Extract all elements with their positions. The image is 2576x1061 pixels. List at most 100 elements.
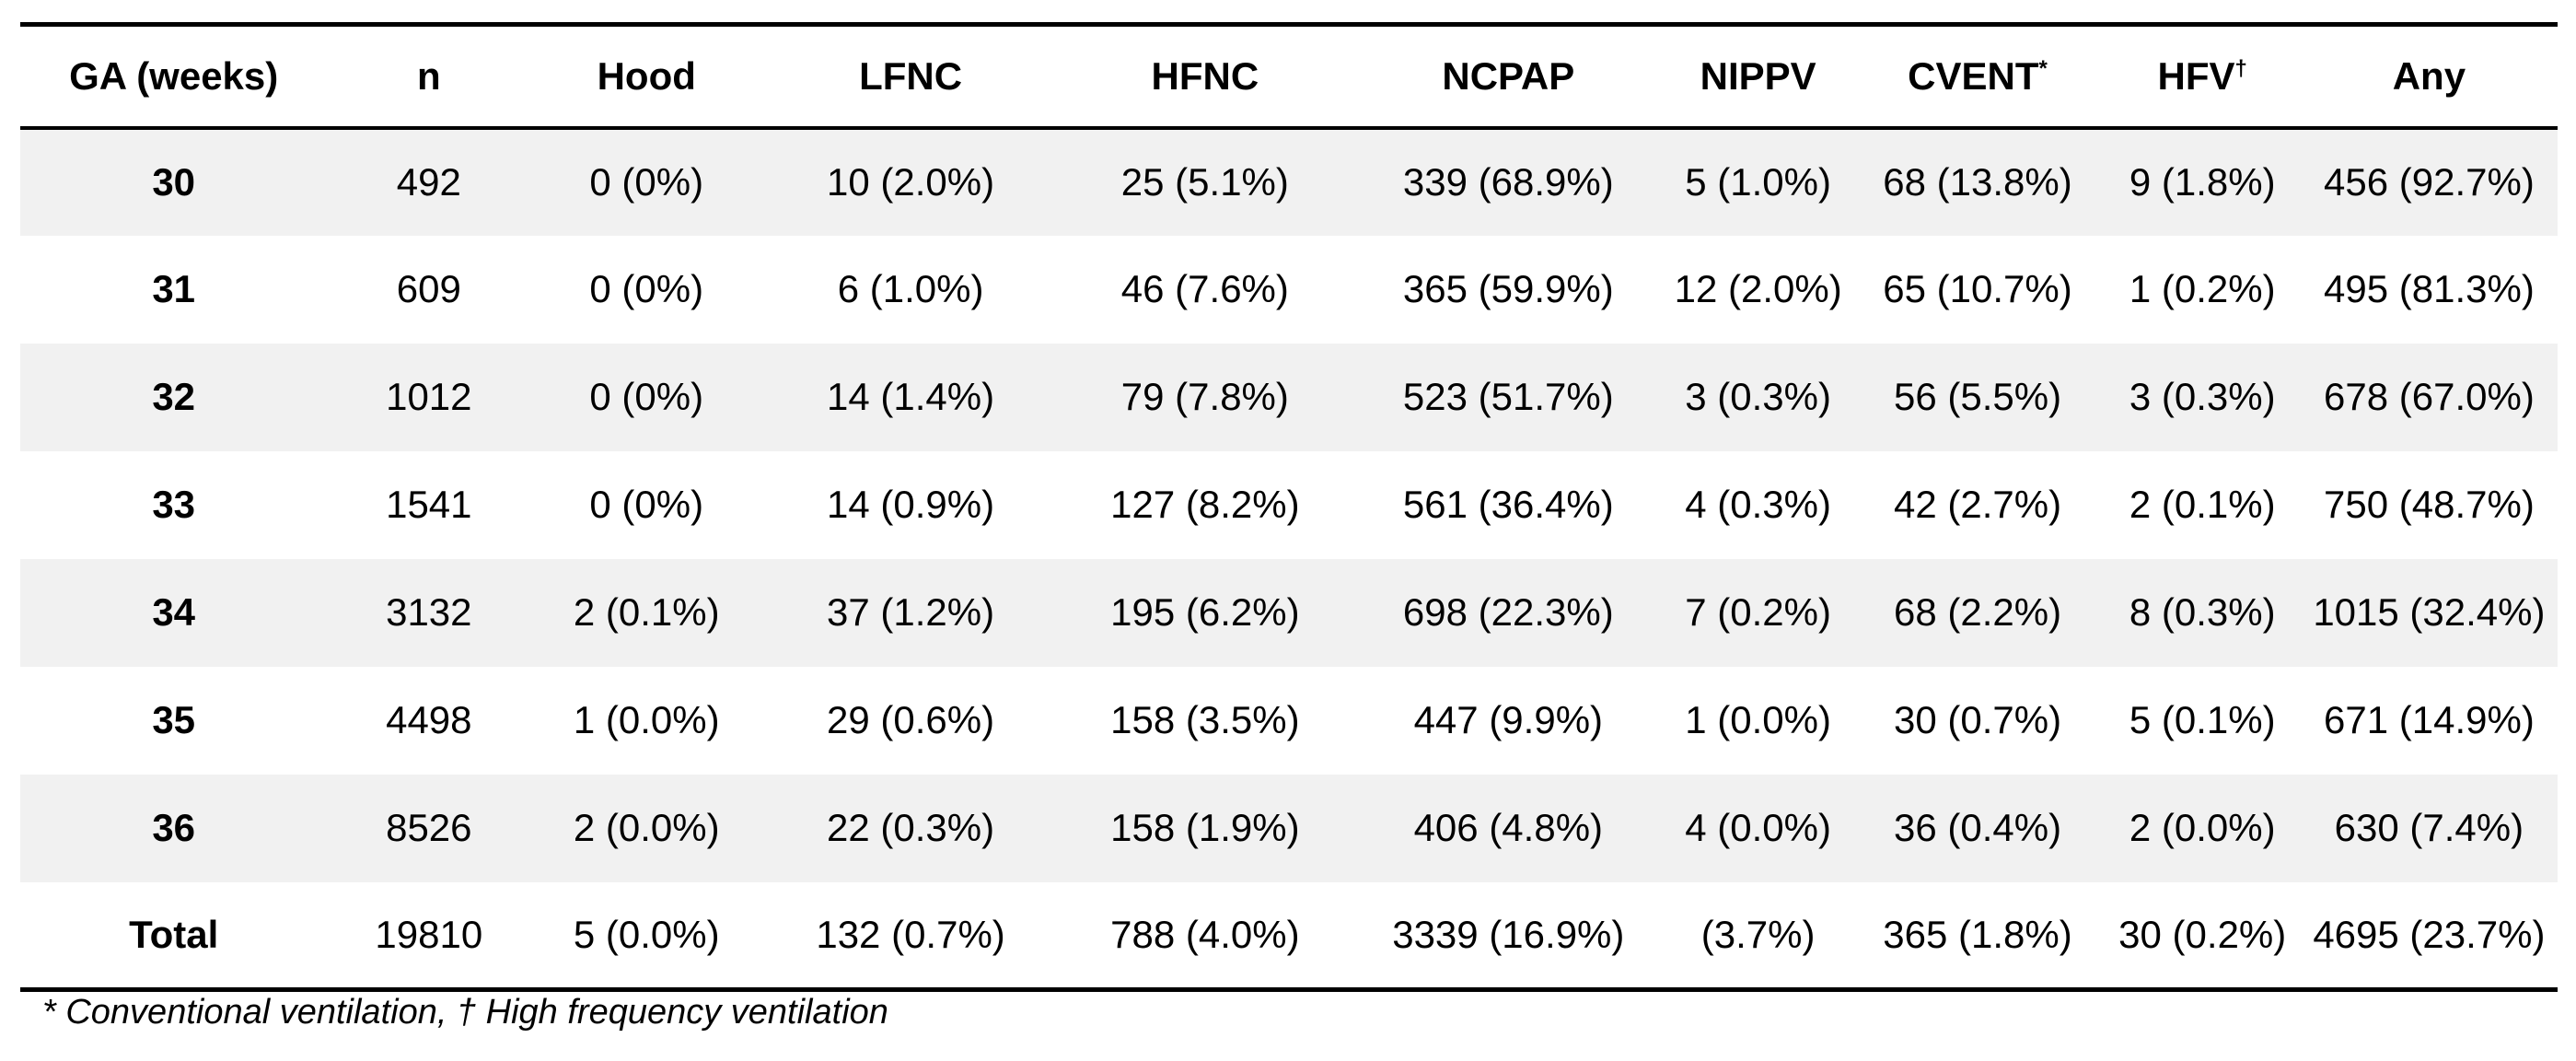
table-cell: 14 (0.9%) xyxy=(827,483,995,526)
table-cell: 79 (7.8%) xyxy=(1120,375,1289,418)
column-header-hfv: HFV† xyxy=(2105,25,2301,128)
table-cell: 158 (3.5%) xyxy=(1110,698,1300,741)
table-cell: 2 (0.1%) xyxy=(573,590,720,634)
table-row: 31 609 0 (0%) 6 (1.0%) 46 (7.6%) 365 (59.9%) 1… xyxy=(20,236,2558,344)
table-cell: 37 (1.2%) xyxy=(827,590,995,634)
table-cell: 3132 xyxy=(386,590,472,634)
header-row: GA (weeks) n Hood LFNC HFNC NCPAP NIPPV CVENT* H… xyxy=(20,24,2558,128)
column-header-hood: Hood xyxy=(530,25,762,128)
table-cell: 127 (8.2%) xyxy=(1110,483,1300,526)
table-cell: 9 (1.8%) xyxy=(2129,160,2276,204)
table-cell: 0 (0%) xyxy=(589,483,704,526)
table-cell: 1 (0.0%) xyxy=(573,698,720,741)
table-cell: 12 (2.0%) xyxy=(1674,267,1842,310)
table-cell: 8 (0.3%) xyxy=(2129,590,2276,634)
table-cell: 1 (0.2%) xyxy=(2129,267,2276,310)
column-header-lfnc: LFNC xyxy=(762,25,1059,128)
table-cell: 2 (0.1%) xyxy=(2129,483,2276,526)
table-row: 30 492 0 (0%) 10 (2.0%) 25 (5.1%) 339 (68.9%)… xyxy=(20,127,2558,236)
table-cell: 0 (0%) xyxy=(589,375,704,418)
table-row-total: Total 19810 5 (0.0%) 132 (0.7%) 788 (4.0%) 33… xyxy=(20,882,2558,990)
column-header-label: HFNC xyxy=(1151,53,1259,98)
column-header-ga-weeks: GA (weeks) xyxy=(20,25,327,128)
table-cell: 6 (1.0%) xyxy=(837,267,984,310)
table-cell: 14 (1.4%) xyxy=(827,375,995,418)
table-cell: 30 (0.2%) xyxy=(2118,912,2287,956)
column-header-nippv: NIPPV xyxy=(1665,25,1851,128)
table-cell: 65 (10.7%) xyxy=(1883,267,2072,310)
table-cell: 365 (59.9%) xyxy=(1402,267,1614,310)
table-cell: 0 (0%) xyxy=(589,267,704,310)
column-header-label: NCPAP xyxy=(1442,53,1575,98)
row-label-cell: Total xyxy=(129,912,219,956)
table-cell: 5 (1.0%) xyxy=(1685,160,1831,204)
column-header-hfnc: HFNC xyxy=(1059,25,1352,128)
table-cell: 5 (0.0%) xyxy=(573,912,720,956)
table-cell: 678 (67.0%) xyxy=(2324,375,2535,418)
table-cell: 2 (0.0%) xyxy=(573,806,720,849)
table-cell: 7 (0.2%) xyxy=(1685,590,1831,634)
table-cell: (3.7%) xyxy=(1700,912,1816,956)
column-header-label: NIPPV xyxy=(1700,53,1816,98)
table-cell: 339 (68.9%) xyxy=(1402,160,1614,204)
table-cell: 25 (5.1%) xyxy=(1120,160,1289,204)
table-cell: 132 (0.7%) xyxy=(816,912,1005,956)
table-header: GA (weeks) n Hood LFNC HFNC NCPAP NIPPV CVENT* H… xyxy=(20,24,2558,128)
row-label-cell: 33 xyxy=(152,483,196,526)
table-cell: 68 (13.8%) xyxy=(1883,160,2072,204)
data-table: GA (weeks) n Hood LFNC HFNC NCPAP NIPPV CVENT* H… xyxy=(20,22,2558,992)
table-row: 34 3132 2 (0.1%) 37 (1.2%) 195 (6.2%) 698 (22… xyxy=(20,558,2558,667)
table-cell: 158 (1.9%) xyxy=(1110,806,1300,849)
table-cell: 8526 xyxy=(386,806,472,849)
table-row: 36 8526 2 (0.0%) 22 (0.3%) 158 (1.9%) 406 (4.… xyxy=(20,774,2558,882)
table-cell: 3 (0.3%) xyxy=(2129,375,2276,418)
table-row: 33 1541 0 (0%) 14 (0.9%) 127 (8.2%) 561 (36.4… xyxy=(20,451,2558,559)
table-cell: 68 (2.2%) xyxy=(1893,590,2062,634)
column-header-label: n xyxy=(416,53,441,98)
table-cell: 19810 xyxy=(375,912,483,956)
row-label-cell: 32 xyxy=(152,375,196,418)
column-header-label: Hood xyxy=(597,53,696,98)
table-cell: 561 (36.4%) xyxy=(1402,483,1614,526)
table-cell: 1012 xyxy=(386,375,472,418)
column-header-label: CVENT xyxy=(1908,53,2039,98)
table-cell: 492 xyxy=(396,160,461,204)
row-label-cell: 31 xyxy=(152,267,196,310)
table-cell: 195 (6.2%) xyxy=(1110,590,1300,634)
table-body: 30 492 0 (0%) 10 (2.0%) 25 (5.1%) 339 (68.9%)… xyxy=(20,127,2558,990)
table-cell: 56 (5.5%) xyxy=(1893,375,2062,418)
table-cell: 698 (22.3%) xyxy=(1402,590,1614,634)
table-cell: 1015 (32.4%) xyxy=(2313,590,2546,634)
table-cell: 22 (0.3%) xyxy=(827,806,995,849)
table-cell: 0 (0%) xyxy=(589,160,704,204)
table-cell: 523 (51.7%) xyxy=(1402,375,1614,418)
row-label-cell: 36 xyxy=(152,806,196,849)
row-label-cell: 35 xyxy=(152,698,196,741)
table-cell: 46 (7.6%) xyxy=(1120,267,1289,310)
table-cell: 788 (4.0%) xyxy=(1110,912,1300,956)
table-cell: 630 (7.4%) xyxy=(2334,806,2524,849)
table-cell: 29 (0.6%) xyxy=(827,698,995,741)
column-header-ncpap: NCPAP xyxy=(1352,25,1665,128)
table-cell: 30 (0.7%) xyxy=(1893,698,2062,741)
column-header-label: GA (weeks) xyxy=(69,53,279,98)
table-footnote: * Conventional ventilation, † High frequ… xyxy=(42,993,888,1032)
table-cell: 4498 xyxy=(386,698,472,741)
column-header-footnote-mark: * xyxy=(2038,55,2048,81)
table-cell: 36 (0.4%) xyxy=(1893,806,2062,849)
column-header-label: LFNC xyxy=(859,53,963,98)
table-row: 32 1012 0 (0%) 14 (1.4%) 79 (7.8%) 523 (51.7%… xyxy=(20,343,2558,451)
table-cell: 3339 (16.9%) xyxy=(1392,912,1625,956)
table-cell: 1 (0.0%) xyxy=(1685,698,1831,741)
data-table-container: GA (weeks) n Hood LFNC HFNC NCPAP NIPPV CVENT* H… xyxy=(20,22,2558,992)
table-cell: 1541 xyxy=(386,483,472,526)
column-header-label: HFV xyxy=(2157,53,2235,98)
table-row: 35 4498 1 (0.0%) 29 (0.6%) 158 (3.5%) 447 (9.… xyxy=(20,667,2558,775)
table-cell: 4 (0.3%) xyxy=(1685,483,1831,526)
table-cell: 10 (2.0%) xyxy=(827,160,995,204)
row-label-cell: 30 xyxy=(152,160,196,204)
table-cell: 609 xyxy=(396,267,461,310)
table-cell: 495 (81.3%) xyxy=(2324,267,2535,310)
table-cell: 365 (1.8%) xyxy=(1883,912,2072,956)
table-cell: 4 (0.0%) xyxy=(1685,806,1831,849)
